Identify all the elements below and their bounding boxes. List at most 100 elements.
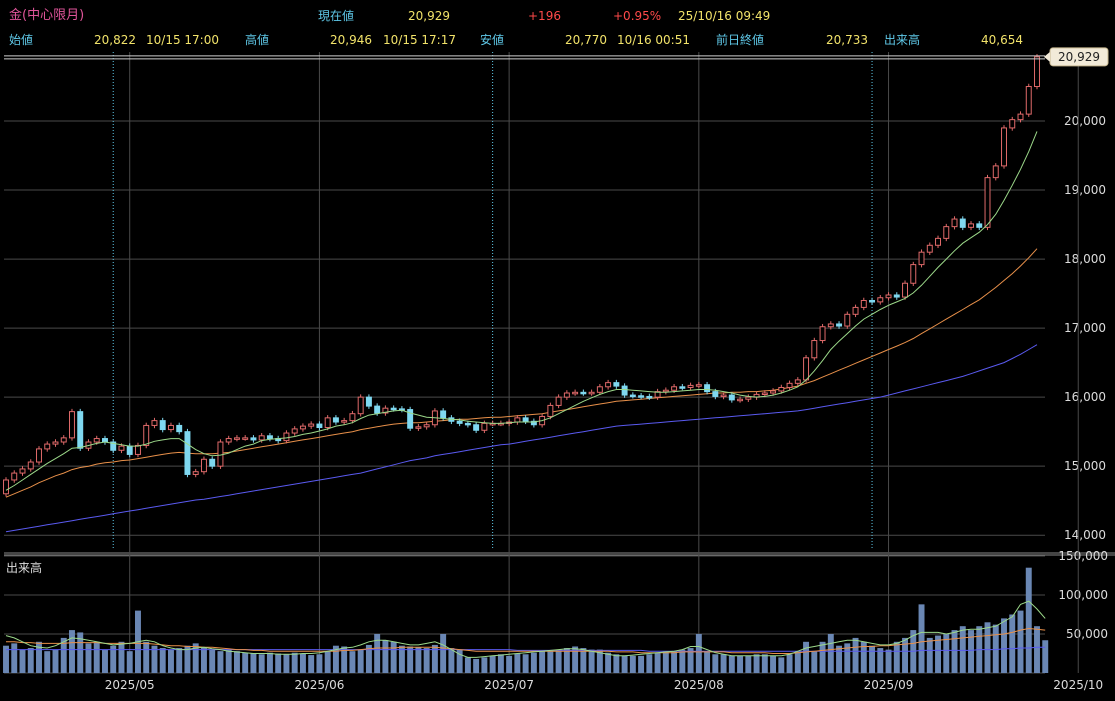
x-tick-label: 2025/10: [1053, 678, 1103, 692]
price-y-tick: 20,000: [1064, 114, 1106, 128]
volume-bar: [209, 649, 216, 673]
symbol-title: 金(中心限月): [9, 8, 85, 23]
candle-body: [36, 448, 42, 463]
volume-bar: [299, 653, 306, 673]
candle-body: [283, 432, 290, 442]
volume-bar: [36, 641, 42, 673]
volume-bar: [819, 641, 826, 673]
candle-body: [473, 424, 480, 431]
volume-bar: [398, 645, 405, 673]
candle-body: [143, 424, 150, 446]
candle-body: [324, 417, 331, 429]
volume-bar: [629, 655, 636, 673]
volume-bar: [143, 641, 150, 673]
volume-bar: [456, 649, 463, 673]
candle-body: [27, 461, 34, 470]
candle-body: [893, 294, 900, 298]
volume-bar: [423, 648, 430, 673]
candle-body: [770, 390, 777, 394]
candle-body: [811, 340, 818, 359]
volume-bar: [621, 655, 628, 673]
candle-body: [761, 392, 768, 395]
volume-bar: [448, 648, 455, 673]
candle-body: [745, 396, 752, 400]
candle-body: [308, 423, 315, 427]
volume-bar: [481, 657, 488, 673]
volume-bar: [770, 655, 777, 673]
volume-bar: [803, 641, 810, 673]
candle-body: [621, 385, 628, 396]
candle-body: [151, 420, 158, 426]
change-value: +196: [528, 9, 561, 23]
candle-body: [662, 389, 669, 393]
volume-bar: [827, 634, 834, 673]
prev-close-label: 前日終値: [716, 33, 765, 47]
candle-body: [110, 441, 117, 451]
volume-bar: [514, 653, 521, 673]
volume-bar: [407, 646, 414, 673]
datetime: 25/10/16 09:49: [678, 9, 771, 23]
volume-bar: [415, 647, 422, 673]
volume-bar: [522, 654, 529, 673]
volume-bar: [110, 645, 117, 673]
candle-body: [704, 384, 711, 393]
candle-body: [852, 306, 859, 315]
volume-bar: [1025, 567, 1032, 673]
volume-bar: [93, 641, 100, 673]
candle-body: [522, 417, 529, 422]
candle-body: [134, 444, 141, 455]
candle-body: [52, 441, 59, 445]
candle-body: [1009, 119, 1016, 129]
volume-bar: [497, 654, 504, 673]
volume-bar: [992, 624, 999, 673]
candle-body: [407, 409, 414, 429]
volume-bar: [662, 651, 669, 673]
candle-body: [877, 297, 884, 303]
candle-body: [341, 420, 348, 423]
candle-body: [225, 438, 232, 443]
volume-bar: [52, 649, 59, 673]
volume-bar: [968, 630, 974, 673]
candle-body: [959, 218, 966, 228]
candle-body: [580, 391, 587, 395]
price-y-tick: 15,000: [1064, 459, 1106, 473]
candle-body: [943, 226, 950, 239]
volume-bar: [167, 649, 174, 673]
volume-bar: [77, 632, 84, 673]
volume-bar: [126, 651, 133, 673]
volume-bar: [258, 654, 265, 673]
open-time: 10/15 17:00: [146, 33, 219, 47]
candle-body: [935, 237, 941, 246]
price-y-tick: 14,000: [1064, 528, 1106, 542]
x-tick-label: 2025/09: [864, 678, 914, 692]
candle-body: [332, 417, 339, 423]
candle-body: [794, 379, 801, 384]
prev-close-value: 20,733: [826, 33, 868, 47]
candle-body: [860, 300, 867, 308]
volume-bar: [695, 634, 702, 673]
volume-bar: [324, 651, 331, 673]
volume-bar: [308, 655, 315, 673]
volume-bar: [316, 654, 323, 673]
candle-body: [481, 422, 488, 431]
price-y-tick: 16,000: [1064, 390, 1106, 404]
volume-ma-mid-line: [6, 627, 1046, 654]
volume-bar: [753, 654, 760, 673]
volume-bar: [811, 651, 818, 673]
volume-bar: [1042, 640, 1049, 673]
volume-bar: [530, 652, 537, 673]
candle-body: [167, 424, 174, 431]
volume-bar: [11, 643, 18, 673]
candle-body: [184, 431, 191, 475]
candle-body: [687, 384, 694, 388]
volume-bar: [60, 637, 67, 673]
volume-bar: [357, 649, 364, 673]
candle-body: [390, 407, 397, 411]
volume-bar: [365, 644, 372, 673]
volume-bar: [654, 652, 661, 673]
volume-bar: [588, 649, 595, 673]
volume-bar: [918, 604, 925, 673]
low-label: 安値: [480, 33, 505, 47]
volume-bar: [720, 654, 727, 673]
